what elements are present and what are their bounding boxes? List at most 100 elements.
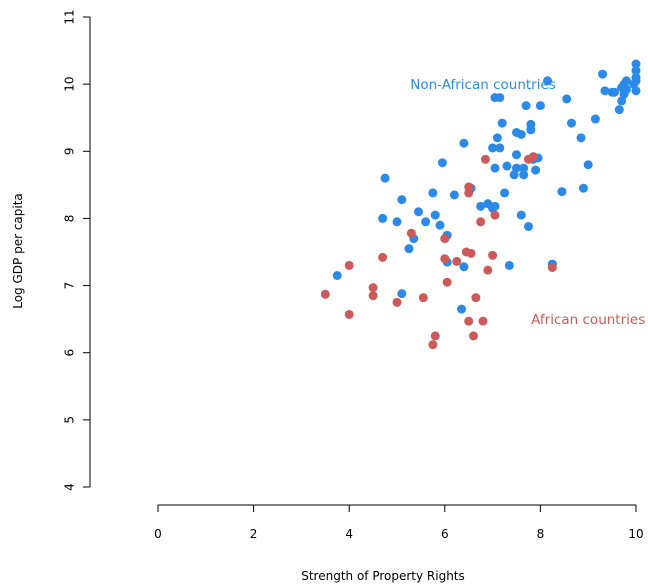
data-point <box>497 118 507 128</box>
data-point <box>406 228 416 238</box>
data-point <box>566 118 576 128</box>
y-tick-label: 8 <box>63 215 77 223</box>
data-point <box>483 265 493 275</box>
data-point <box>490 163 500 173</box>
data-point <box>490 201 500 211</box>
data-point <box>464 188 474 198</box>
data-point <box>488 250 498 260</box>
data-point <box>490 210 500 220</box>
data-point <box>631 76 641 86</box>
data-point <box>344 260 354 270</box>
x-tick-label: 6 <box>441 527 449 541</box>
data-point <box>378 213 388 223</box>
data-point <box>437 158 447 168</box>
data-point <box>397 289 407 299</box>
data-point <box>464 316 474 326</box>
data-point <box>600 86 610 96</box>
x-tick-label: 10 <box>628 527 643 541</box>
data-point <box>442 277 452 287</box>
data-point <box>631 59 641 69</box>
data-point <box>547 262 557 272</box>
data-point <box>414 207 424 217</box>
data-point <box>476 217 486 227</box>
data-point <box>523 221 533 231</box>
series-labels: Non-African countries African countries <box>410 77 645 328</box>
x-tick-label: 2 <box>250 527 258 541</box>
data-point <box>502 161 512 171</box>
data-point <box>583 160 593 170</box>
data-point <box>440 254 450 264</box>
y-tick-label: 10 <box>63 77 77 92</box>
data-point <box>344 309 354 319</box>
data-point <box>404 244 414 254</box>
series-label: Non-African countries <box>410 77 556 93</box>
y-tick-label: 9 <box>63 147 77 155</box>
data-point <box>430 210 440 220</box>
data-point <box>492 133 502 143</box>
data-point <box>380 173 390 183</box>
data-point <box>476 201 486 211</box>
data-point <box>578 183 588 193</box>
data-point <box>543 76 553 86</box>
data-point <box>526 125 536 135</box>
x-tick-label: 0 <box>154 527 162 541</box>
data-points <box>320 59 641 350</box>
x-axis-title: Strength of Property Rights <box>301 569 465 583</box>
y-tick-label: 7 <box>63 282 77 290</box>
data-point <box>332 271 342 280</box>
data-point <box>480 154 490 164</box>
data-point <box>631 66 641 76</box>
data-point <box>504 260 514 270</box>
y-axis-title: Log GDP per capita <box>11 193 25 309</box>
data-point <box>320 289 330 299</box>
x-tick-label: 8 <box>537 527 545 541</box>
data-point <box>621 76 631 86</box>
data-point <box>418 293 428 303</box>
y-tick-label: 5 <box>63 416 77 424</box>
data-point <box>440 234 450 244</box>
data-point <box>614 105 624 115</box>
data-point <box>495 143 505 153</box>
data-point <box>392 217 402 227</box>
data-point <box>495 93 505 103</box>
data-point <box>516 130 526 139</box>
data-point <box>421 217 431 227</box>
data-point <box>471 293 481 303</box>
data-point <box>512 150 521 160</box>
data-point <box>576 133 586 143</box>
data-point <box>435 220 445 230</box>
series-0 <box>332 59 641 314</box>
data-point <box>466 248 476 258</box>
data-point <box>562 94 572 104</box>
data-point <box>528 152 538 162</box>
data-point <box>516 210 526 220</box>
data-point <box>521 101 531 111</box>
data-point <box>459 138 469 148</box>
data-point <box>590 114 600 124</box>
data-point <box>621 85 631 95</box>
y-tick-label: 6 <box>63 349 77 357</box>
data-point <box>512 163 521 173</box>
y-axis: 4 5 6 7 8 9 10 11 <box>63 9 91 491</box>
data-point <box>392 297 402 307</box>
data-point <box>368 283 378 293</box>
data-point <box>535 101 545 111</box>
data-point <box>478 316 488 326</box>
y-tick-label: 11 <box>63 9 77 24</box>
data-point <box>368 291 378 301</box>
data-point <box>452 256 462 266</box>
data-point <box>609 87 619 97</box>
data-point <box>598 69 608 79</box>
data-point <box>519 163 529 173</box>
data-point <box>531 165 541 175</box>
data-point <box>428 340 438 350</box>
data-point <box>468 331 478 341</box>
data-point <box>557 187 567 197</box>
data-point <box>519 170 529 180</box>
data-point <box>397 195 407 205</box>
data-point <box>500 188 510 198</box>
data-point <box>631 86 641 96</box>
data-point <box>428 188 438 198</box>
x-tick-label: 4 <box>345 527 353 541</box>
